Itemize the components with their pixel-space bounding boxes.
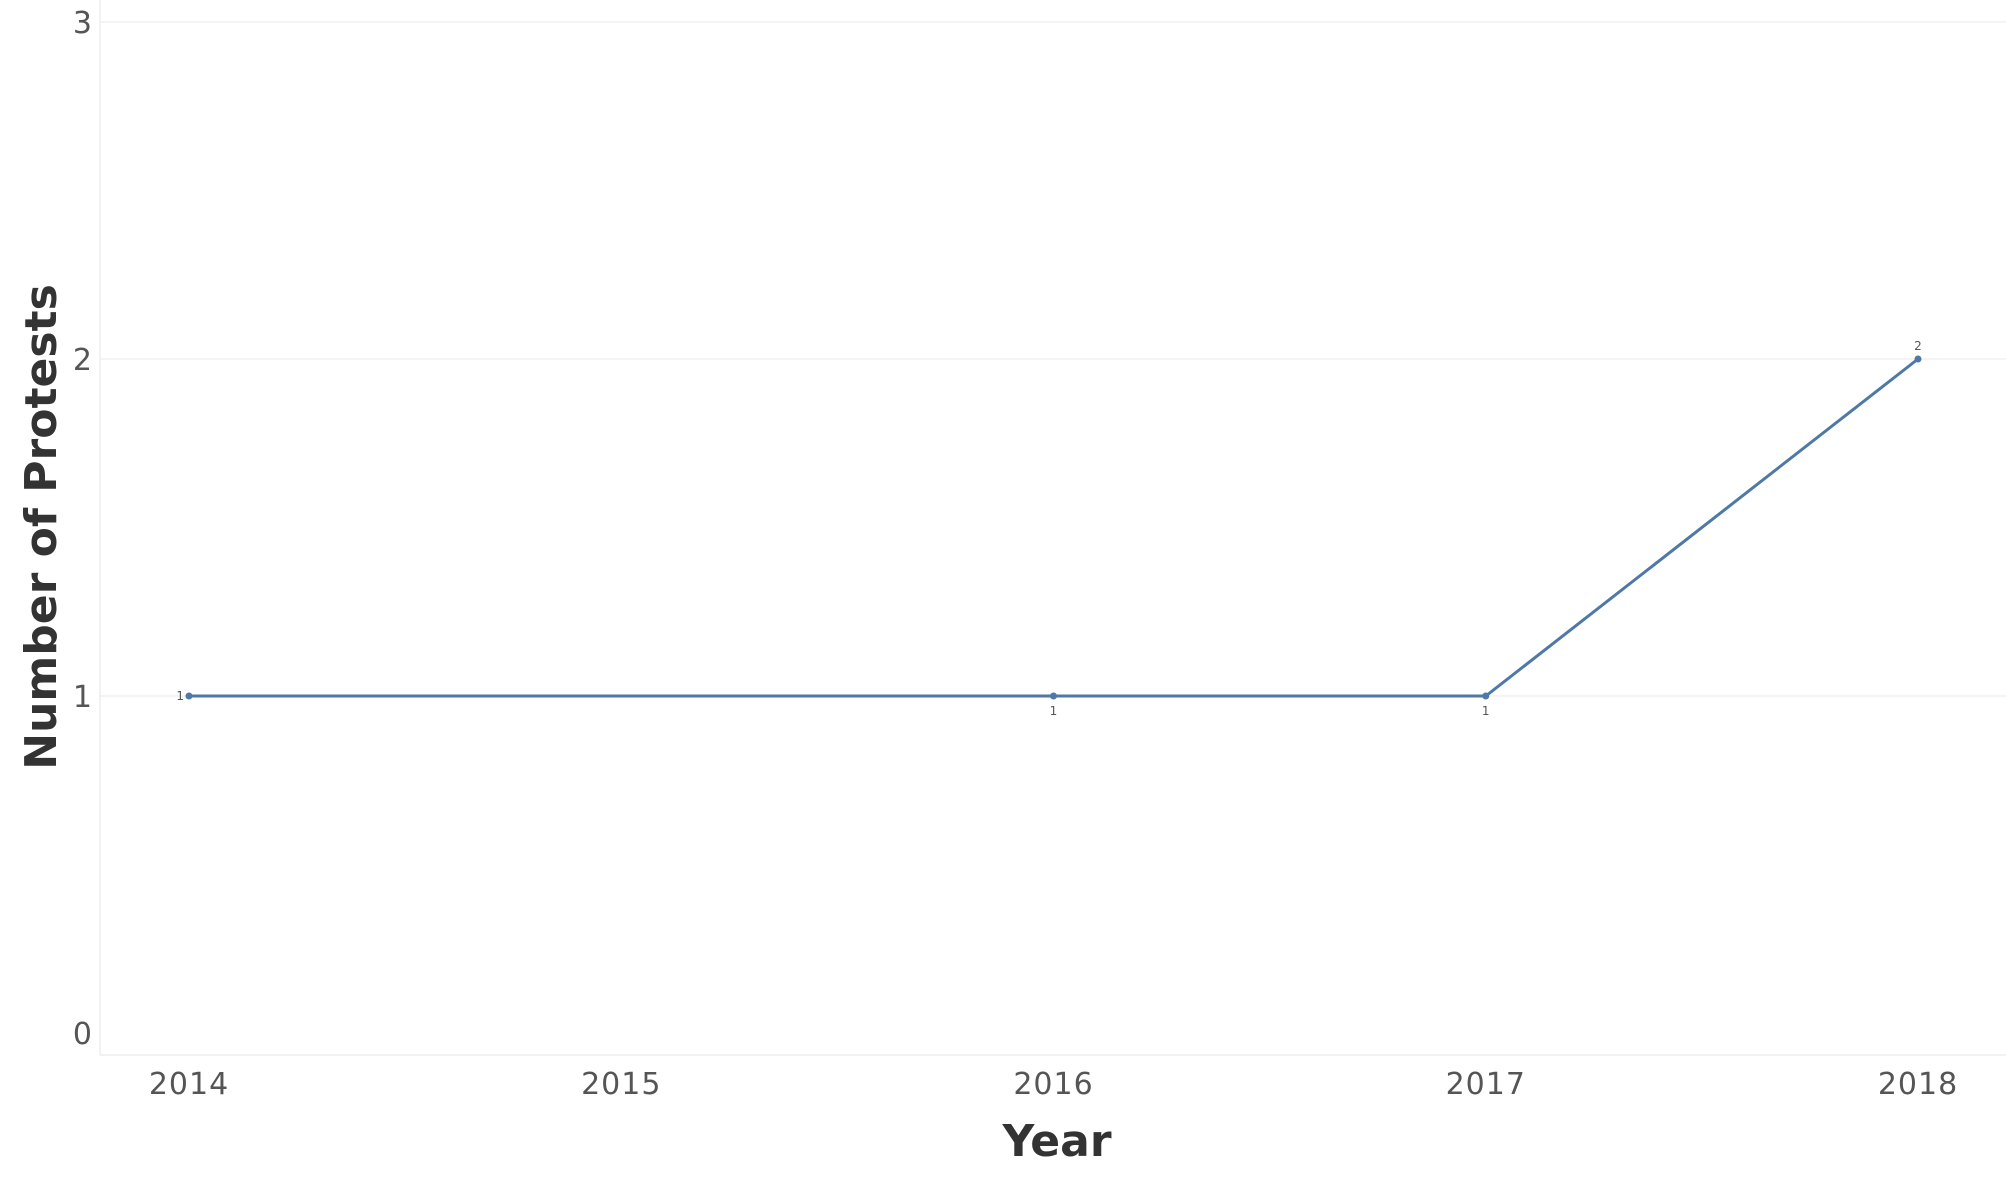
x-tick-label: 2015 xyxy=(581,1067,661,1102)
x-tick-label: 2014 xyxy=(149,1067,229,1102)
data-point xyxy=(1914,355,1922,363)
data-point xyxy=(1482,692,1490,700)
x-axis-ticks: 2014 2015 2016 2017 2018 xyxy=(149,1067,1958,1102)
y-axis-ticks: 0 1 2 3 xyxy=(73,6,93,1052)
data-label: 1 xyxy=(176,689,184,703)
data-point xyxy=(185,692,193,700)
y-tick-label: 0 xyxy=(73,1017,93,1052)
data-points xyxy=(185,355,1922,700)
x-axis-title: Year xyxy=(1001,1116,1111,1167)
x-tick-label: 2016 xyxy=(1013,1067,1093,1102)
data-label: 2 xyxy=(1914,339,1922,353)
x-tick-label: 2018 xyxy=(1878,1067,1958,1102)
data-label: 1 xyxy=(1482,704,1490,718)
data-point xyxy=(1050,692,1057,700)
y-tick-label: 3 xyxy=(73,6,93,41)
y-axis-title: Number of Protests xyxy=(16,284,67,770)
y-tick-label: 1 xyxy=(73,680,93,715)
data-label: 1 xyxy=(1050,704,1058,718)
x-tick-label: 2017 xyxy=(1446,1067,1526,1102)
data-labels: 1 1 1 2 xyxy=(176,339,1921,718)
series-line-number-of-protests xyxy=(189,357,1919,698)
y-tick-label: 2 xyxy=(73,343,93,378)
gridlines xyxy=(100,21,2006,697)
